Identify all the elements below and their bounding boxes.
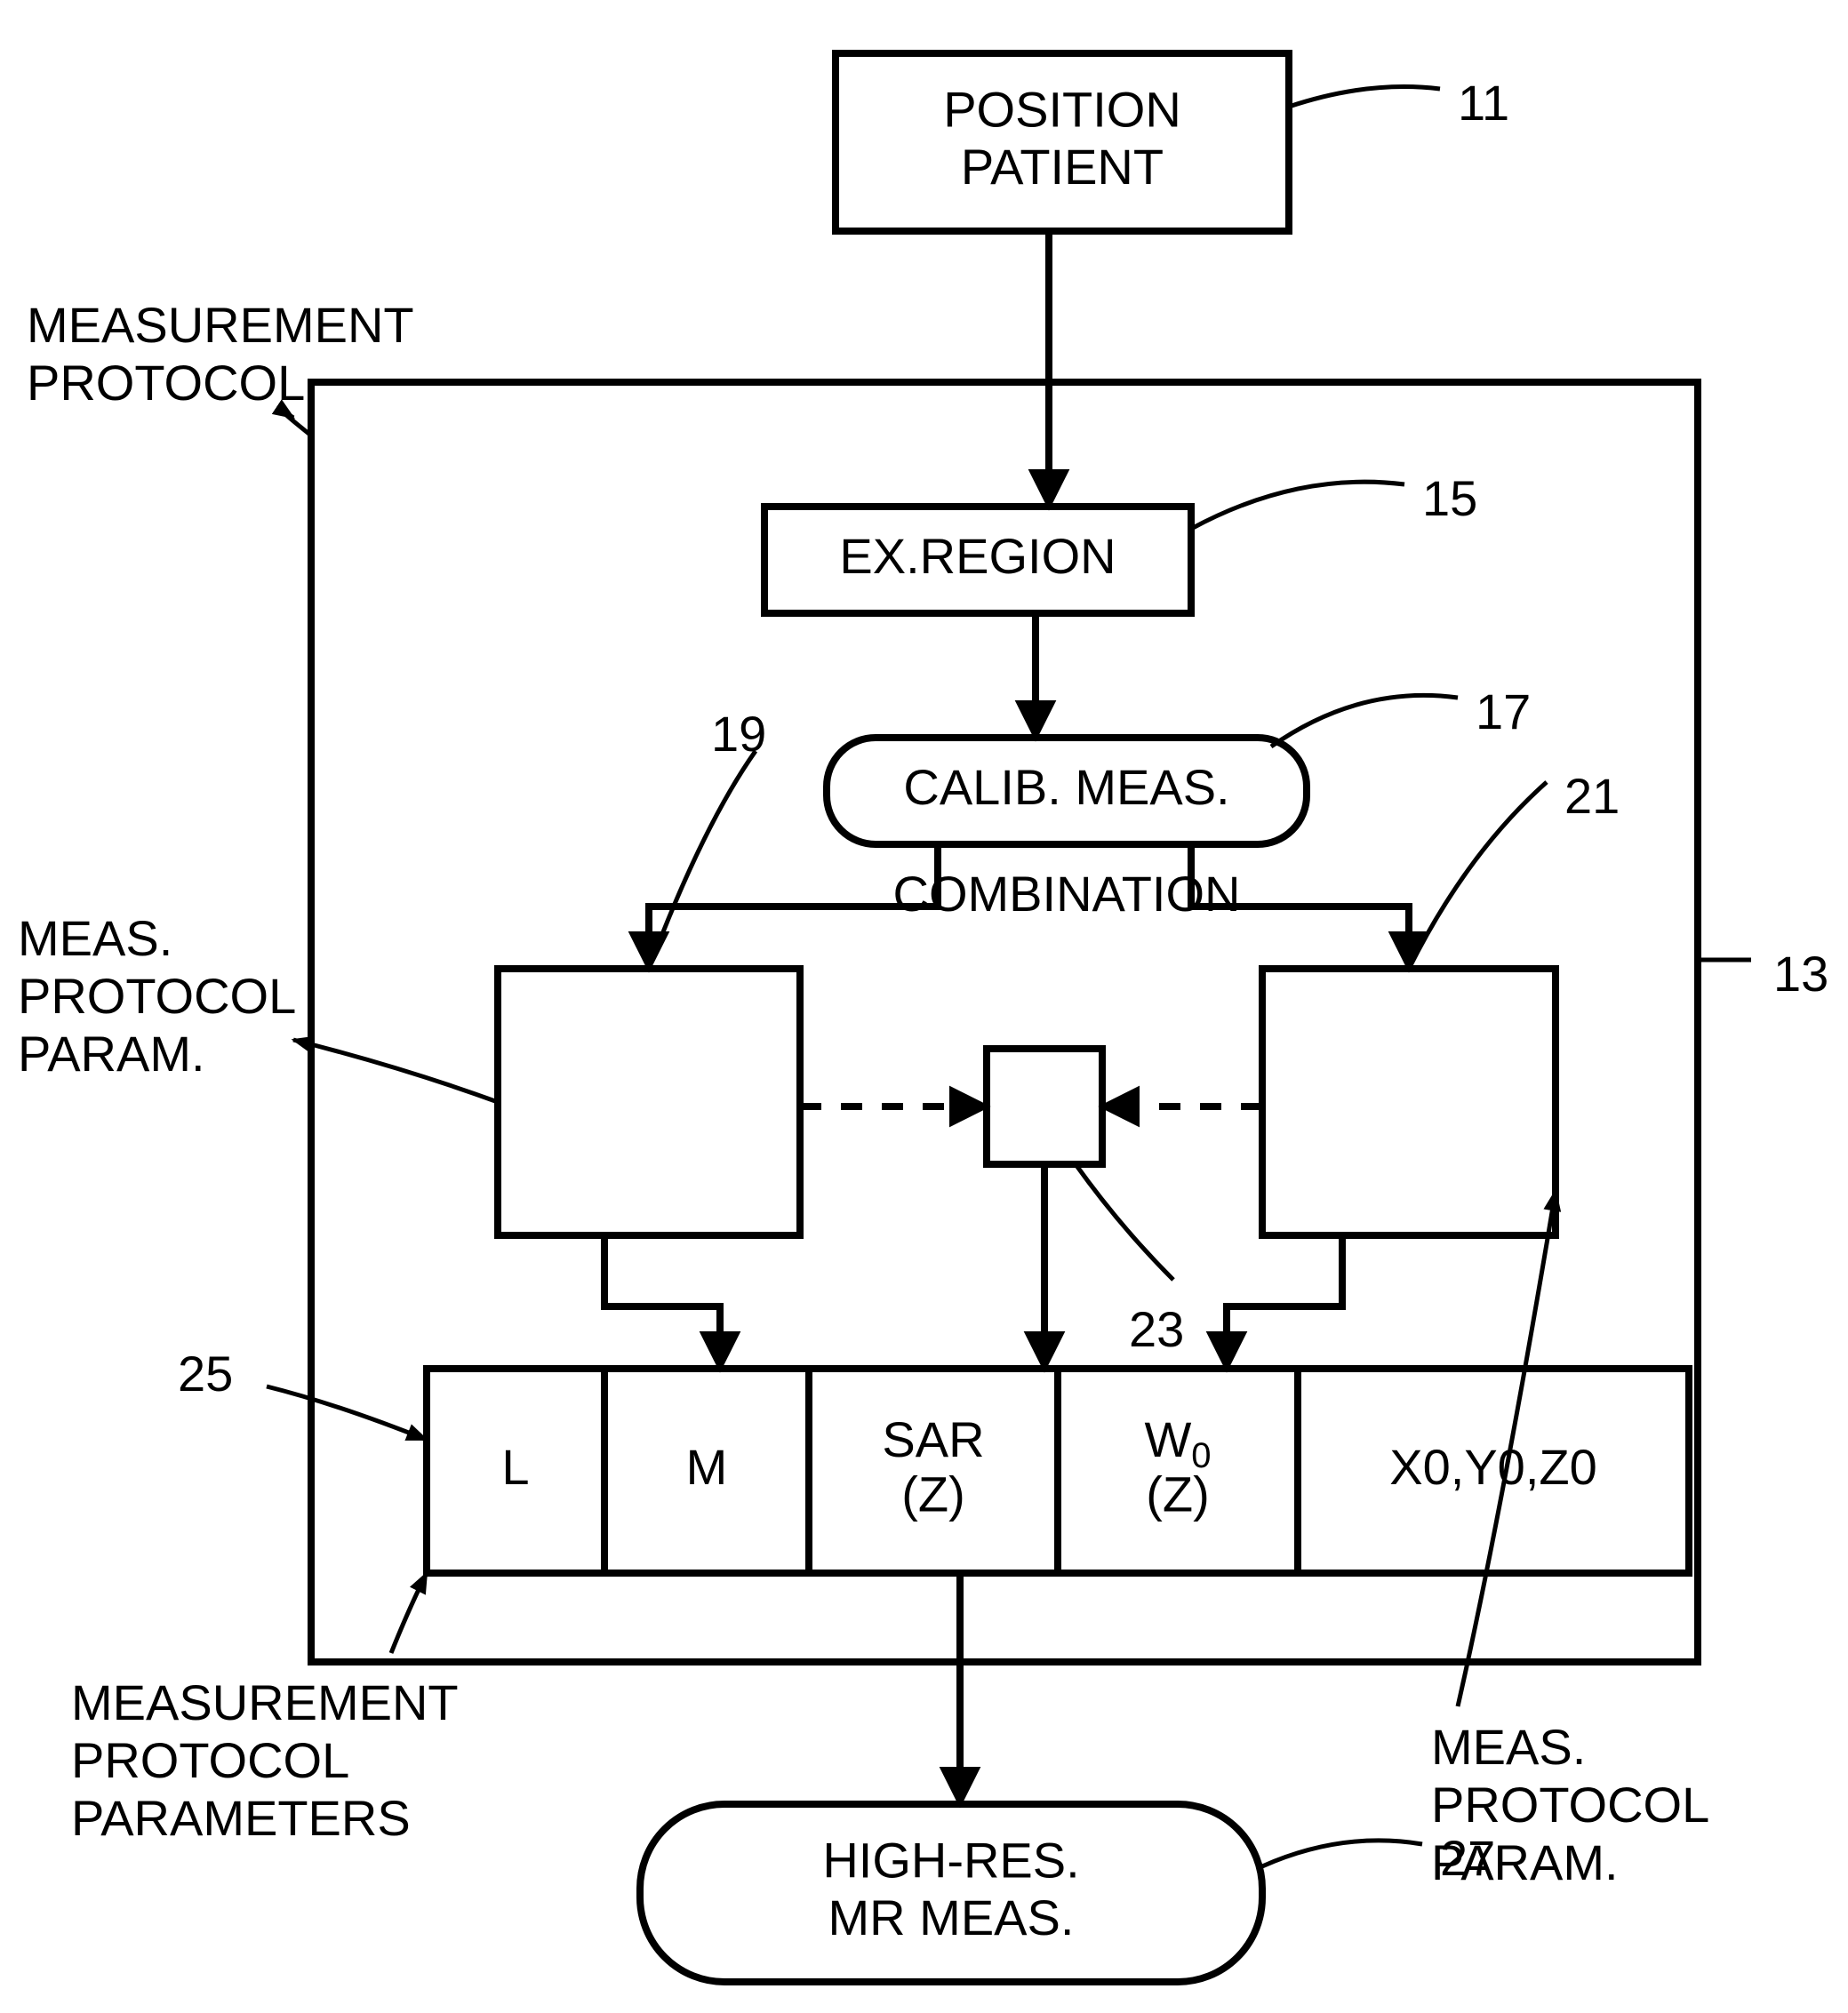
svg-text:(Z): (Z) [1146, 1466, 1210, 1522]
combination-box-23 [987, 1049, 1102, 1164]
meas-protocol-param-box-21 [1262, 969, 1556, 1235]
ref-number: 15 [1422, 470, 1477, 526]
leader-line [1191, 482, 1404, 529]
measurementProtocolParameters-label: PARAMETERS [71, 1790, 411, 1846]
label-leader [391, 1573, 427, 1653]
flow-arrow [604, 1235, 720, 1369]
flow-arrow [1191, 844, 1409, 969]
ref-number: 21 [1564, 768, 1620, 824]
meas-protocol-param-box-19 [498, 969, 800, 1235]
leader-line [1271, 695, 1458, 747]
leader-line [1289, 87, 1440, 108]
svg-text:L: L [501, 1439, 529, 1495]
measurementProtocol-label: PROTOCOL [27, 355, 305, 411]
leader-line [1262, 1841, 1422, 1866]
measProtocolParamLeft-label: PROTOCOL [18, 968, 296, 1024]
svg-text:M: M [686, 1439, 728, 1495]
label-leader [293, 1040, 498, 1102]
measProtocolParamLeft-label: MEAS. [18, 910, 172, 966]
measurementProtocol-label: MEASUREMENT [27, 297, 414, 353]
svg-text:POSITION: POSITION [943, 82, 1181, 138]
flow-arrow [1227, 1235, 1342, 1369]
svg-text:(Z): (Z) [901, 1466, 965, 1522]
svg-text:EX.REGION: EX.REGION [839, 528, 1116, 584]
leader-line [1076, 1164, 1173, 1280]
svg-text:X0,Y0,Z0: X0,Y0,Z0 [1389, 1439, 1596, 1495]
ref-number: 13 [1773, 946, 1828, 1002]
ref-number: 19 [711, 706, 766, 762]
ref-number: 25 [178, 1346, 233, 1402]
measProtocolParamRight-label: PARAM. [1431, 1834, 1619, 1890]
label-leader [284, 411, 311, 435]
measProtocolParamLeft-label: PARAM. [18, 1026, 205, 1082]
leader-line [649, 751, 756, 969]
measurementProtocolParameters-label: PROTOCOL [71, 1732, 349, 1788]
measProtocolParamRight-label: MEAS. [1431, 1719, 1586, 1775]
svg-text:PATIENT: PATIENT [961, 139, 1164, 195]
svg-text:HIGH-RES.: HIGH-RES. [822, 1833, 1079, 1889]
measProtocolParamRight-label: PROTOCOL [1431, 1777, 1709, 1833]
svg-text:SAR: SAR [882, 1411, 984, 1467]
ref-number: 11 [1458, 75, 1509, 131]
svg-text:MR MEAS.: MR MEAS. [828, 1889, 1075, 1945]
svg-text:CALIB. MEAS.: CALIB. MEAS. [903, 759, 1229, 815]
ref-number: 17 [1476, 683, 1531, 739]
ref-number: 23 [1129, 1301, 1184, 1357]
measurementProtocolParameters-label: MEASUREMENT [71, 1674, 459, 1730]
leader-line [1409, 782, 1547, 969]
